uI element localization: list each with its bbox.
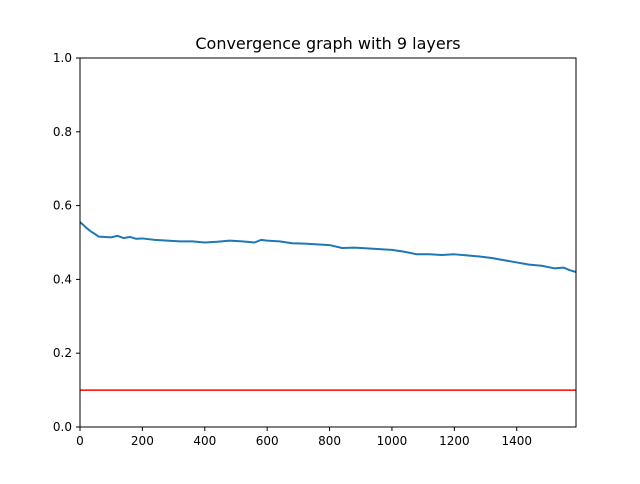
x-tick-label: 0 [76,434,84,448]
x-tick-label: 1400 [501,434,532,448]
x-tick-label: 800 [318,434,341,448]
y-tick-label: 0.6 [53,199,72,213]
axes-frame [79,57,577,428]
series-line-0 [79,221,577,273]
x-tick-label: 400 [193,434,216,448]
y-tick-label: 1.0 [53,51,72,65]
x-tick-label: 1000 [377,434,408,448]
plot-area: 0 200 400 600 800 1000 1200 1400 0.0 0.2 0.4 0.6 0.8… [53,51,577,448]
x-tick-label: 200 [131,434,154,448]
y-tick-label: 0.4 [53,272,72,286]
y-tick-label: 0.8 [53,125,72,139]
x-tick-label: 600 [256,434,279,448]
x-tick-label: 1200 [439,434,470,448]
chart-title: Convergence graph with 9 layers [195,34,460,53]
y-tick-label: 0.0 [53,420,72,434]
y-tick-label: 0.2 [53,346,72,360]
